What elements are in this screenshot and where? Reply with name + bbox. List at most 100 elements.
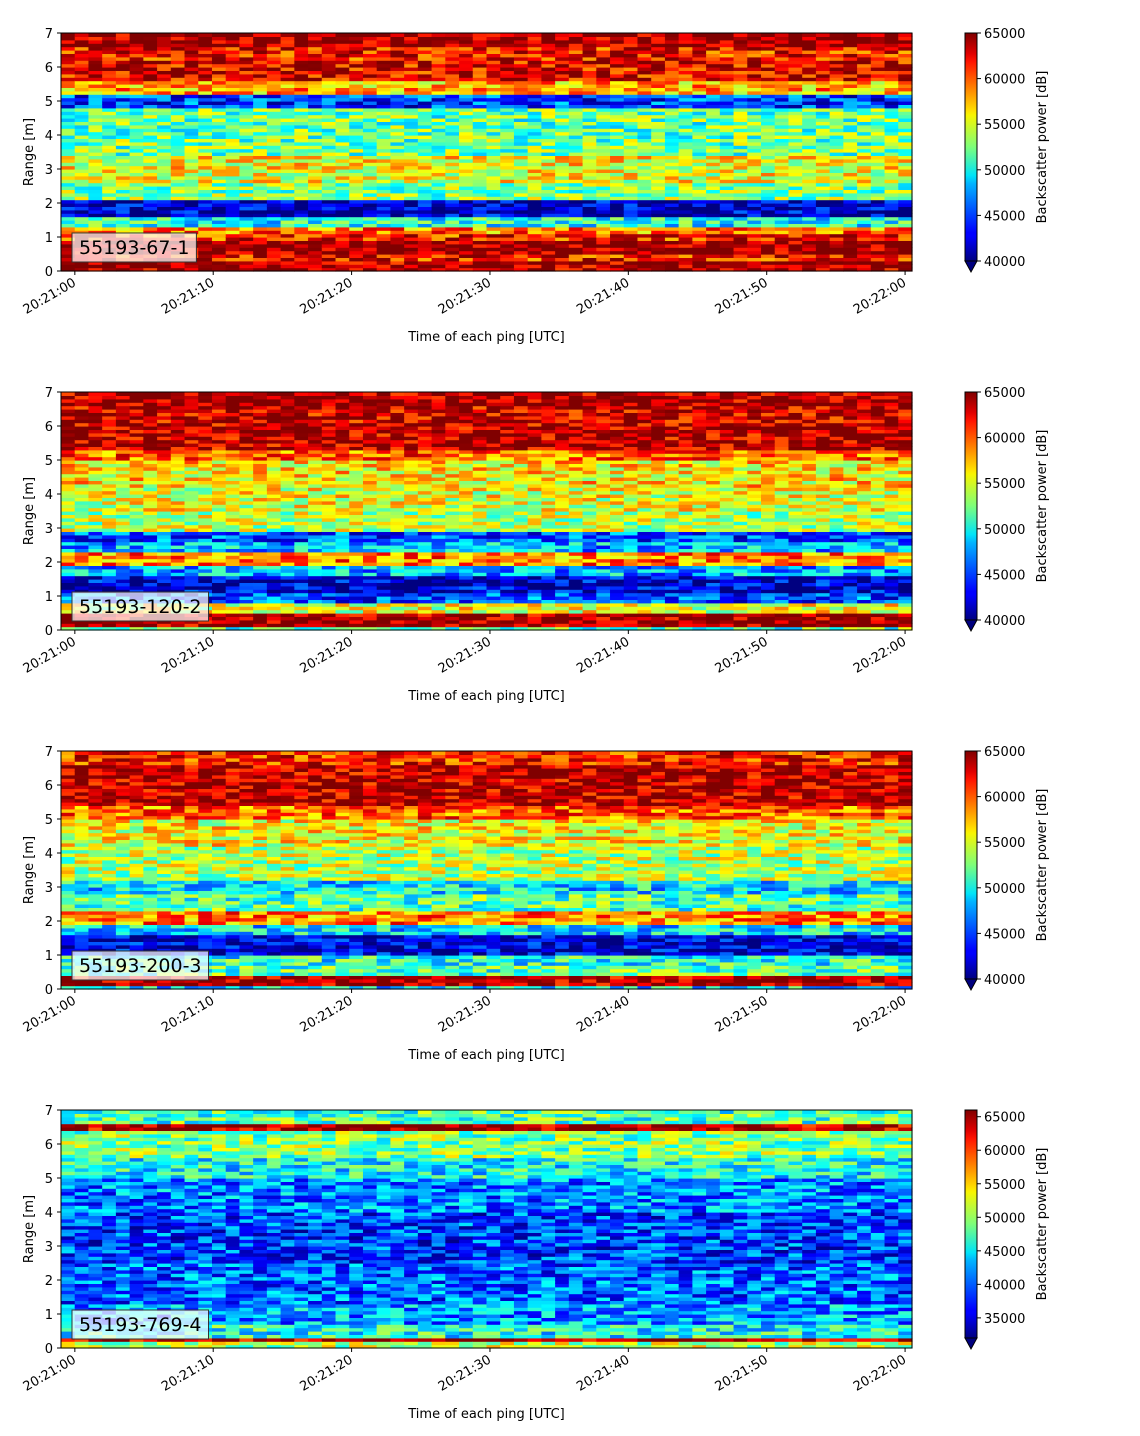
- heatmap-cell: [417, 182, 433, 187]
- heatmap-cell: [157, 419, 172, 424]
- heatmap-cell: [115, 179, 131, 184]
- heatmap-cell: [651, 158, 666, 163]
- heatmap-cell: [335, 46, 350, 51]
- heatmap-cell: [280, 101, 295, 105]
- heatmap-cell: [513, 56, 529, 61]
- heatmap-cell: [294, 226, 309, 231]
- heatmap-cell: [280, 254, 295, 258]
- heatmap-cell: [198, 189, 213, 194]
- heatmap-cell: [500, 33, 515, 37]
- heatmap-cell: [184, 53, 199, 58]
- heatmap-cell: [184, 118, 199, 122]
- heatmap-cell: [637, 250, 652, 255]
- heatmap-cell: [321, 141, 337, 146]
- heatmap-cell: [294, 148, 309, 153]
- heatmap-cell: [225, 199, 241, 204]
- heatmap-cell: [678, 175, 693, 180]
- heatmap-cell: [527, 84, 543, 88]
- heatmap-cell: [788, 165, 803, 170]
- heatmap-cell: [143, 80, 158, 85]
- heatmap-cell: [843, 243, 858, 248]
- heatmap-cell: [198, 162, 213, 167]
- heatmap-cell: [170, 148, 186, 153]
- heatmap-cell: [349, 87, 364, 92]
- heatmap-cell: [513, 247, 529, 252]
- heatmap-cell: [404, 141, 419, 146]
- heatmap-cell: [61, 179, 76, 184]
- heatmap-cell: [582, 250, 597, 255]
- heatmap-cell: [198, 216, 213, 221]
- heatmap-cell: [198, 101, 213, 105]
- heatmap-cell: [555, 131, 570, 136]
- heatmap-cell: [500, 257, 515, 262]
- heatmap-cell: [115, 84, 131, 88]
- heatmap-cell: [266, 203, 282, 207]
- heatmap-cell: [198, 250, 213, 255]
- heatmap-cell: [417, 240, 433, 245]
- heatmap-cell: [115, 97, 131, 102]
- heatmap-cell: [129, 111, 144, 116]
- heatmap-cell: [198, 33, 213, 37]
- heatmap-cell: [170, 56, 186, 61]
- heatmap-cell: [870, 131, 886, 136]
- heatmap-cell: [74, 73, 90, 78]
- heatmap-cell: [308, 107, 323, 112]
- heatmap-cell: [129, 175, 144, 180]
- heatmap-cell: [349, 226, 364, 231]
- heatmap-cell: [253, 60, 268, 65]
- heatmap-cell: [376, 264, 392, 269]
- heatmap-cell: [404, 60, 419, 65]
- heatmap-cell: [280, 145, 295, 150]
- heatmap-cell: [884, 182, 899, 187]
- heatmap-cell: [404, 158, 419, 163]
- heatmap-cell: [692, 209, 707, 214]
- heatmap-cell: [225, 124, 241, 129]
- heatmap-cell: [102, 470, 117, 475]
- heatmap-cell: [788, 243, 803, 248]
- heatmap-cell: [829, 175, 844, 180]
- heatmap-cell: [115, 199, 131, 204]
- heatmap-cell: [747, 175, 762, 180]
- heatmap-cell: [404, 155, 419, 160]
- heatmap-cell: [102, 145, 117, 150]
- heatmap-cell: [61, 152, 76, 156]
- heatmap-cell: [308, 254, 323, 258]
- heatmap-cell: [431, 118, 446, 122]
- heatmap-cell: [280, 90, 295, 95]
- heatmap-cell: [472, 226, 488, 231]
- heatmap-cell: [459, 206, 474, 211]
- heatmap-cell: [582, 158, 597, 163]
- heatmap-cell: [541, 101, 556, 105]
- heatmap-cell: [239, 162, 254, 167]
- heatmap-cell: [184, 223, 199, 228]
- heatmap-cell: [829, 158, 844, 163]
- heatmap-cell: [472, 243, 488, 248]
- heatmap-cell: [61, 39, 76, 44]
- heatmap-cell: [225, 84, 241, 88]
- heatmap-cell: [198, 121, 213, 126]
- heatmap-cell: [459, 213, 474, 218]
- heatmap-cell: [225, 172, 241, 177]
- heatmap-cell: [459, 250, 474, 255]
- heatmap-cell: [527, 213, 543, 218]
- heatmap-cell: [637, 199, 652, 204]
- heatmap-cell: [445, 152, 460, 156]
- heatmap-cell: [280, 179, 295, 184]
- heatmap-cell: [225, 43, 241, 48]
- heatmap-cell: [815, 250, 831, 255]
- heatmap-cell: [802, 216, 817, 221]
- heatmap-cell: [362, 179, 378, 184]
- heatmap-cell: [376, 77, 392, 82]
- heatmap-cell: [857, 233, 872, 238]
- heatmap-cell: [211, 175, 227, 180]
- heatmap-cell: [390, 196, 405, 201]
- heatmap-cell: [472, 145, 488, 150]
- heatmap-cell: [61, 237, 76, 241]
- heatmap-cell: [170, 128, 186, 133]
- heatmap-cell: [362, 254, 378, 258]
- heatmap-cell: [157, 213, 172, 218]
- heatmap-cell: [843, 199, 858, 204]
- heatmap-cell: [774, 175, 790, 180]
- heatmap-cell: [280, 118, 295, 122]
- heatmap-cell: [431, 135, 446, 139]
